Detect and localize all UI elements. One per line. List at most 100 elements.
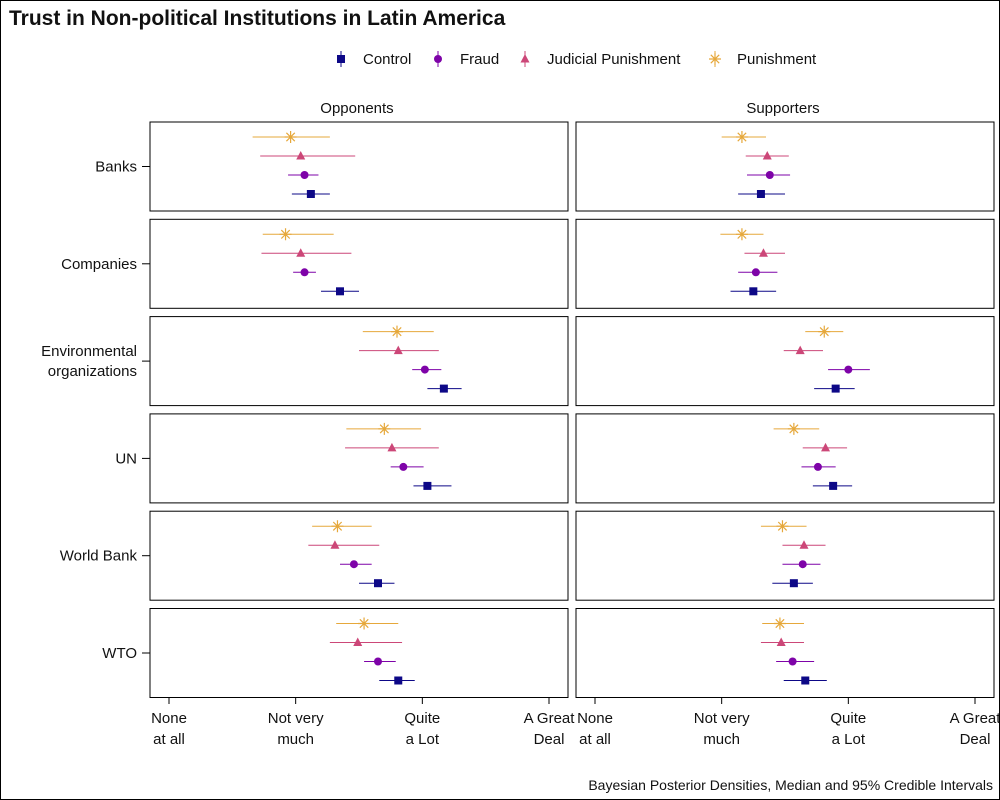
estimate-fraud bbox=[782, 560, 821, 569]
median-point bbox=[821, 442, 831, 452]
median-point bbox=[296, 248, 306, 257]
x-axis-opponents: None at all Not very much Quite a Lot A Great D… bbox=[151, 698, 575, 748]
median-point bbox=[788, 657, 797, 666]
median-point bbox=[423, 481, 432, 490]
estimate-judicial-punishment bbox=[308, 540, 380, 549]
median-point bbox=[749, 287, 758, 296]
median-point bbox=[758, 248, 768, 257]
panel-opponents-wto bbox=[149, 608, 569, 698]
legend-label: Fraud bbox=[460, 51, 499, 68]
median-point bbox=[306, 190, 315, 198]
x-tick-label: Not very much bbox=[694, 710, 750, 748]
panel-opponents-banks bbox=[149, 121, 569, 212]
estimate-judicial-punishment bbox=[802, 442, 848, 452]
panel-border bbox=[149, 121, 569, 212]
panel-opponents-un bbox=[149, 413, 569, 504]
estimate-punishment bbox=[362, 325, 434, 338]
median-point bbox=[735, 131, 748, 143]
median-point bbox=[331, 520, 344, 533]
legend-key-triangle-icon bbox=[520, 54, 530, 63]
panel-supporters-un bbox=[575, 413, 995, 504]
x-tick-label-line: Not very bbox=[268, 710, 324, 727]
estimate-judicial-punishment bbox=[745, 151, 789, 160]
x-axis-supporters: None at all Not very much Quite a Lot A Great D… bbox=[577, 698, 999, 748]
median-point bbox=[391, 325, 403, 338]
x-tick-label: A Great Deal bbox=[524, 710, 576, 748]
x-tick-label: Not very much bbox=[268, 710, 324, 748]
x-tick-label-line: a Lot bbox=[406, 731, 440, 748]
x-tick-label-line: A Great bbox=[950, 710, 999, 727]
y-label-line: World Bank bbox=[60, 548, 138, 565]
median-point bbox=[756, 190, 765, 198]
median-point bbox=[776, 520, 789, 533]
x-tick-label: None at all bbox=[577, 710, 613, 748]
estimate-control bbox=[291, 190, 330, 198]
panel-supporters-environmental-organizations bbox=[575, 316, 995, 407]
estimate-punishment bbox=[773, 422, 820, 435]
estimate-control bbox=[321, 287, 359, 296]
y-label-line: WTO bbox=[102, 645, 137, 662]
facet-label-supporters: Supporters bbox=[746, 100, 819, 117]
y-label-un: UN bbox=[115, 450, 137, 467]
median-point bbox=[336, 287, 344, 296]
estimate-fraud bbox=[738, 268, 778, 277]
x-tick-label-line: a Lot bbox=[832, 731, 866, 748]
y-label-line: Banks bbox=[95, 159, 137, 176]
y-label-line: organizations bbox=[48, 363, 137, 380]
median-point bbox=[831, 384, 840, 393]
panel-border bbox=[149, 510, 569, 601]
estimate-judicial-punishment bbox=[329, 637, 403, 646]
median-point bbox=[330, 540, 340, 549]
median-point bbox=[374, 657, 382, 666]
x-tick-label-line: Quite bbox=[404, 710, 440, 727]
panel-border bbox=[575, 218, 995, 309]
y-label-environmental-organizations: Environmental organizations bbox=[41, 343, 137, 380]
median-point bbox=[394, 676, 403, 685]
median-point bbox=[829, 481, 838, 490]
x-tick-label-line: None bbox=[151, 710, 187, 727]
estimate-punishment bbox=[312, 520, 372, 533]
median-point bbox=[844, 365, 853, 374]
estimate-punishment bbox=[336, 617, 399, 630]
median-point bbox=[801, 676, 810, 685]
estimate-judicial-punishment bbox=[359, 345, 439, 355]
x-tick-label-line: Deal bbox=[534, 731, 565, 748]
estimate-fraud bbox=[340, 560, 372, 569]
median-point bbox=[765, 171, 774, 179]
x-tick-label-line: A Great bbox=[524, 710, 576, 727]
x-tick-label-line: much bbox=[277, 731, 314, 748]
legend-key-circle-icon bbox=[434, 55, 442, 63]
panel-supporters-world-bank bbox=[575, 510, 995, 601]
estimate-judicial-punishment bbox=[260, 151, 356, 160]
median-point bbox=[300, 268, 309, 277]
estimate-punishment bbox=[805, 325, 844, 338]
median-point bbox=[296, 151, 306, 160]
estimate-punishment bbox=[720, 228, 764, 241]
y-label-line: Environmental bbox=[41, 343, 137, 360]
estimate-punishment bbox=[762, 617, 804, 630]
median-point bbox=[813, 462, 822, 471]
median-point bbox=[751, 268, 760, 277]
estimate-punishment bbox=[252, 131, 330, 143]
median-point bbox=[776, 637, 786, 646]
chart-title: Trust in Non-political Institutions in L… bbox=[9, 7, 506, 30]
x-tick-label: Quite a Lot bbox=[830, 710, 866, 748]
estimate-control bbox=[413, 481, 452, 490]
y-label-world-bank: World Bank bbox=[60, 548, 138, 565]
estimate-control bbox=[730, 287, 777, 296]
legend-key-asterisk-icon bbox=[709, 53, 721, 65]
estimate-fraud bbox=[390, 462, 424, 471]
median-point bbox=[378, 422, 391, 435]
panel-opponents-environmental-organizations bbox=[149, 316, 569, 407]
median-point bbox=[393, 345, 403, 355]
median-point bbox=[439, 384, 448, 393]
panel-opponents-companies bbox=[149, 218, 569, 309]
median-point bbox=[773, 617, 786, 630]
y-label-wto: WTO bbox=[102, 645, 137, 662]
legend-label: Judicial Punishment bbox=[547, 51, 681, 68]
x-tick-label-line: at all bbox=[153, 731, 185, 748]
estimate-fraud bbox=[412, 365, 442, 374]
estimate-control bbox=[772, 579, 813, 588]
panel-supporters-wto bbox=[575, 608, 995, 698]
